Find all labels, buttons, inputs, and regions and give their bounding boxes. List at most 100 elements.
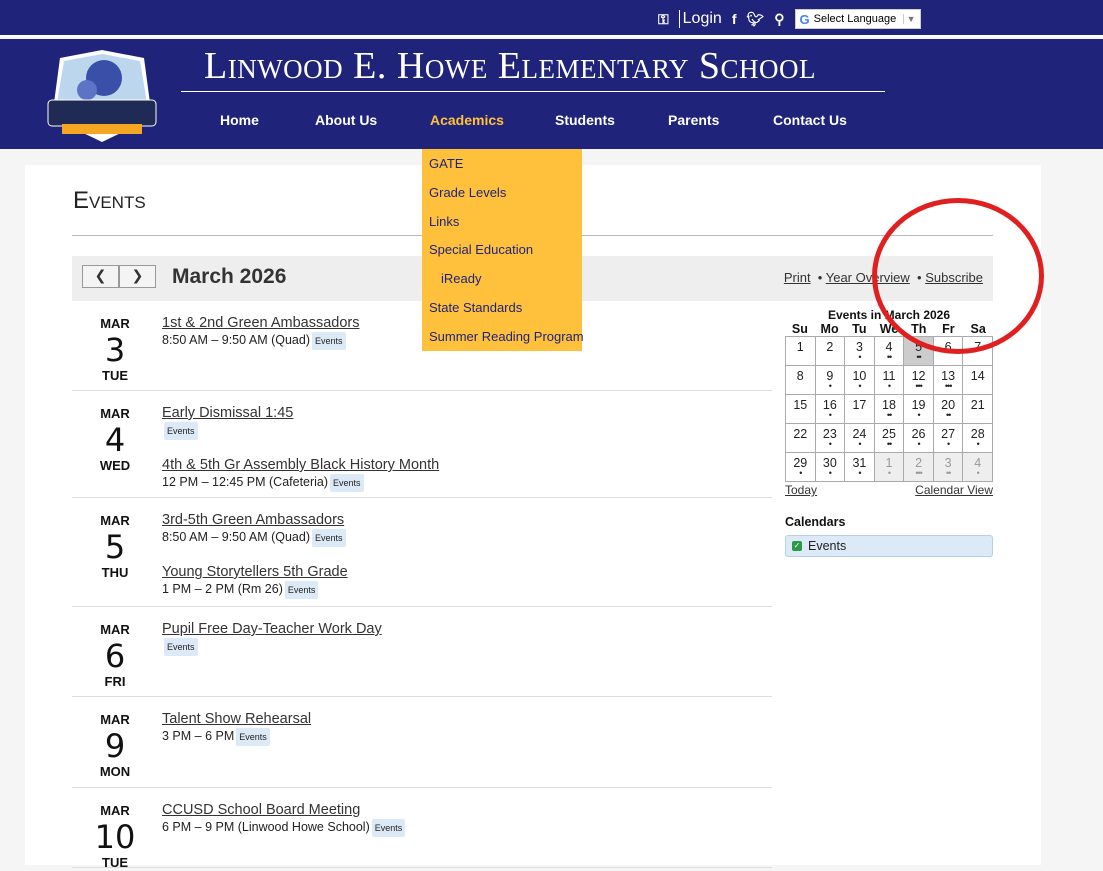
- calendar-day[interactable]: 2 •••: [904, 453, 934, 482]
- event-dots: •: [858, 352, 861, 362]
- calendar-day[interactable]: 4 ••: [874, 337, 905, 366]
- calendar-day[interactable]: 12 •••: [904, 366, 934, 395]
- menu-item-special-education[interactable]: Special Education: [429, 242, 534, 258]
- event-title-link[interactable]: CCUSD School Board Meeting: [162, 802, 361, 818]
- login-link[interactable]: Login: [678, 10, 722, 28]
- language-label: Select Language: [813, 13, 897, 25]
- menu-item-grade-levels[interactable]: Grade Levels: [429, 184, 507, 200]
- day-number: 1: [796, 340, 804, 354]
- calendar-day[interactable]: 30 •: [815, 453, 846, 482]
- menu-item-links[interactable]: Links: [429, 213, 460, 229]
- calendar-day[interactable]: 29 •: [786, 453, 816, 482]
- calendar-day[interactable]: 9 •: [815, 366, 846, 395]
- date-day: 6: [104, 637, 126, 675]
- event-dots: •: [976, 468, 980, 478]
- calendar-day[interactable]: 19 •: [904, 395, 934, 424]
- date-month: MAR: [100, 316, 130, 331]
- event-title-link[interactable]: Pupil Free Day-Teacher Work Day: [162, 621, 382, 637]
- year-overview-link[interactable]: Year Overview: [825, 270, 910, 285]
- event-title-link[interactable]: 4th & 5th Gr Assembly Black History Mont…: [162, 457, 440, 473]
- menu-item-gate[interactable]: GATE: [429, 156, 464, 171]
- calendar-day[interactable]: 18 ••: [874, 395, 905, 424]
- prev-month-button[interactable]: ❮: [82, 265, 119, 288]
- event-title-link[interactable]: 3rd-5th Green Ambassadors: [162, 512, 345, 528]
- event-time-text: 1 PM – 2 PM (Rm 26): [162, 582, 283, 596]
- calendar-day[interactable]: 26 •: [904, 424, 934, 453]
- today-link[interactable]: Today: [785, 483, 818, 497]
- event-time: 1 PM – 2 PM (Rm 26) Events: [162, 581, 348, 599]
- print-link[interactable]: Print: [783, 270, 811, 285]
- menu-item-iready[interactable]: iReady: [441, 271, 482, 287]
- subscribe-link[interactable]: Subscribe: [925, 270, 983, 285]
- nav-home[interactable]: Home: [220, 112, 259, 128]
- day-number: 22: [793, 427, 808, 441]
- day-number: 11: [882, 369, 896, 383]
- dropdown-arrow-icon: ▼: [902, 14, 916, 24]
- event-title-link[interactable]: 1st & 2nd Green Ambassadors: [162, 315, 360, 331]
- event-dots: •: [976, 439, 980, 449]
- calendar-day[interactable]: 24 •: [845, 424, 875, 453]
- calendar-day[interactable]: 25 ••: [874, 424, 905, 453]
- calendar-item-events[interactable]: ✓ Events: [785, 535, 993, 557]
- calendars-filter: Calendars ✓ Events: [785, 515, 993, 557]
- event-title-link[interactable]: Talent Show Rehearsal: [162, 711, 312, 727]
- menu-item-summer-reading[interactable]: Summer Reading Program: [429, 328, 584, 344]
- calendar-day[interactable]: 20 ••: [933, 395, 964, 424]
- search-icon[interactable]: ⚲: [774, 10, 785, 27]
- calendar-day[interactable]: 22: [786, 424, 816, 453]
- twitter-icon[interactable]: 🐦︎: [746, 10, 765, 27]
- next-month-button[interactable]: ❯: [119, 265, 156, 288]
- language-select[interactable]: G Select Language ▼: [794, 9, 921, 29]
- calendar-day[interactable]: 28 •: [963, 424, 993, 453]
- calendar-day[interactable]: 3 •: [845, 337, 875, 366]
- event-title-link[interactable]: Early Dismissal 1:45: [162, 405, 294, 421]
- calendar-day[interactable]: 1: [786, 337, 816, 366]
- event-dots: •: [947, 439, 950, 449]
- calendar-day[interactable]: 6: [933, 337, 964, 366]
- calendar-day[interactable]: 13 •••: [933, 366, 964, 395]
- calendar-day[interactable]: 11 •: [874, 366, 905, 395]
- calendar-view-link[interactable]: Calendar View: [915, 483, 993, 497]
- calendar-day[interactable]: 23 •: [815, 424, 846, 453]
- event-dots: •: [887, 381, 891, 391]
- top-utility-bar: ⚿ Login f 🐦︎ ⚲ G Select Language ▼: [0, 0, 1103, 37]
- date-month: MAR: [100, 406, 130, 421]
- calendar-day[interactable]: 21: [963, 395, 993, 424]
- site-header: [0, 39, 1103, 149]
- day-number: 12: [911, 369, 926, 383]
- calendar-day[interactable]: 4 •: [963, 453, 993, 482]
- event-item: 3rd-5th Green Ambassadors 8:50 AM – 9:50 …: [162, 512, 348, 547]
- calendar-day[interactable]: 27 •: [933, 424, 964, 453]
- facebook-icon[interactable]: f: [731, 11, 737, 27]
- nav-contact-us[interactable]: Contact Us: [773, 112, 847, 128]
- calendar-day[interactable]: 5 ••: [904, 337, 934, 366]
- checkbox-checked-icon[interactable]: ✓: [792, 541, 802, 551]
- calendar-day[interactable]: 1 •: [874, 453, 905, 482]
- nav-parents[interactable]: Parents: [668, 112, 720, 128]
- calendar-day[interactable]: 16 •: [815, 395, 846, 424]
- key-icon[interactable]: ⚿: [658, 10, 669, 27]
- nav-students[interactable]: Students: [555, 112, 615, 128]
- calendar-day[interactable]: 3 ••: [933, 453, 964, 482]
- event-title-link[interactable]: Young Storytellers 5th Grade: [162, 564, 348, 580]
- day-number: 8: [796, 369, 804, 383]
- calendar-day[interactable]: 10 •: [845, 366, 875, 395]
- day-number: 31: [852, 456, 867, 470]
- nav-academics[interactable]: Academics: [430, 112, 504, 128]
- event-day-row: MAR 6 FRI Pupil Free Day-Teacher Work Day Ev…: [72, 607, 772, 697]
- event-dots: •••: [915, 468, 922, 478]
- calendar-day[interactable]: 2: [815, 337, 846, 366]
- event-date: MAR 9 MON: [72, 697, 158, 780]
- calendar-day[interactable]: 8: [786, 366, 816, 395]
- menu-item-state-standards[interactable]: State Standards: [429, 299, 523, 315]
- calendar-day[interactable]: 14: [963, 366, 993, 395]
- calendar-day[interactable]: 17: [845, 395, 875, 424]
- nav-about-us[interactable]: About Us: [315, 112, 378, 128]
- calendar-day[interactable]: 7: [963, 337, 993, 366]
- calendar-day[interactable]: 15: [786, 395, 816, 424]
- day-number: 25: [882, 427, 896, 441]
- event-time: 8:50 AM – 9:50 AM (Quad) Events: [162, 529, 348, 547]
- calendar-day[interactable]: 31 •: [845, 453, 875, 482]
- event-dots: ••: [886, 439, 892, 449]
- school-logo[interactable]: [42, 48, 162, 144]
